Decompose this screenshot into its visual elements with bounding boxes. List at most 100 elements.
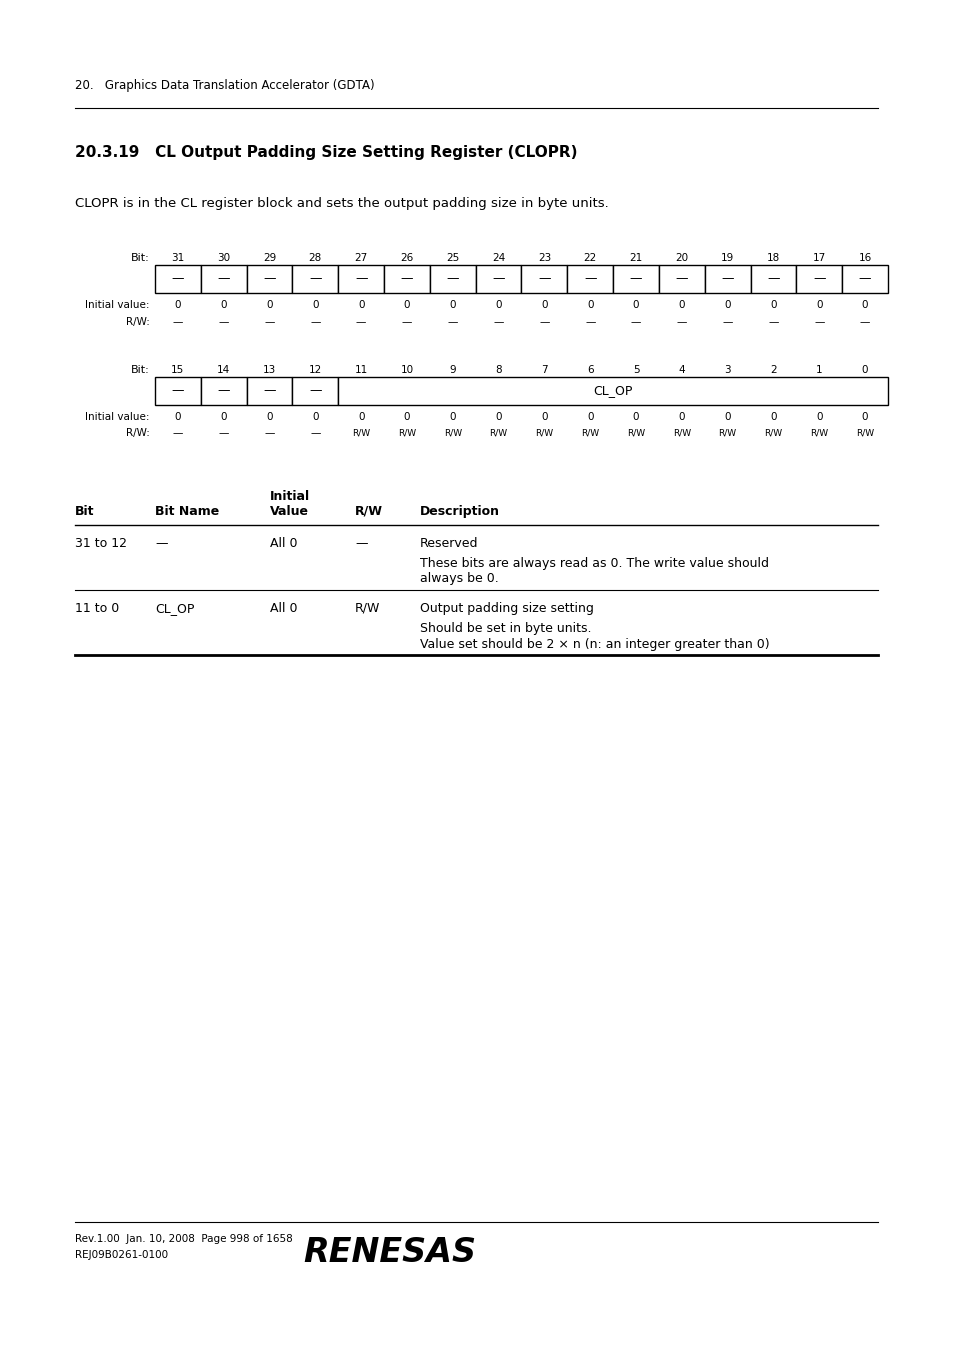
Text: R/W: R/W — [580, 428, 598, 437]
Text: —: — — [310, 428, 320, 437]
Text: —: — — [172, 273, 184, 285]
Text: 0: 0 — [723, 300, 730, 310]
Text: 20.3.19   CL Output Padding Size Setting Register (CLOPR): 20.3.19 CL Output Padding Size Setting R… — [75, 144, 577, 161]
Text: 0: 0 — [769, 300, 776, 310]
Text: Initial value:: Initial value: — [86, 300, 150, 310]
Text: 0: 0 — [403, 300, 410, 310]
Text: 0: 0 — [357, 300, 364, 310]
Text: Description: Description — [419, 505, 499, 518]
Text: All 0: All 0 — [270, 537, 297, 549]
Text: 0: 0 — [449, 412, 456, 423]
Text: —: — — [401, 317, 412, 327]
Text: 0: 0 — [174, 300, 181, 310]
Text: 0: 0 — [586, 412, 593, 423]
Text: 14: 14 — [217, 364, 230, 375]
Bar — [704, 265, 750, 293]
Text: 0: 0 — [266, 300, 273, 310]
Text: 18: 18 — [766, 252, 780, 263]
Text: 0: 0 — [449, 300, 456, 310]
Text: 22: 22 — [583, 252, 597, 263]
Text: 27: 27 — [355, 252, 368, 263]
Text: 9: 9 — [449, 364, 456, 375]
Text: 0: 0 — [861, 300, 867, 310]
Text: 0: 0 — [174, 412, 181, 423]
Text: —: — — [264, 428, 274, 437]
Text: —: — — [355, 317, 366, 327]
Bar — [154, 377, 200, 405]
Text: —: — — [492, 273, 504, 285]
Text: R/W: R/W — [672, 428, 690, 437]
Text: —: — — [264, 317, 274, 327]
Text: —: — — [447, 317, 457, 327]
Text: 31 to 12: 31 to 12 — [75, 537, 127, 549]
Text: 2: 2 — [769, 364, 776, 375]
Text: 0: 0 — [495, 412, 501, 423]
Text: 0: 0 — [220, 412, 227, 423]
Bar — [154, 265, 200, 293]
Text: R/W:: R/W: — [126, 428, 150, 437]
Text: —: — — [675, 273, 687, 285]
Text: —: — — [766, 273, 779, 285]
Text: 4: 4 — [678, 364, 684, 375]
Text: —: — — [400, 273, 413, 285]
Bar — [430, 265, 476, 293]
Bar — [247, 377, 293, 405]
Text: 0: 0 — [678, 300, 684, 310]
Text: These bits are always read as 0. The write value should: These bits are always read as 0. The wri… — [419, 558, 768, 570]
Text: CL_OP: CL_OP — [154, 602, 194, 616]
Text: —: — — [218, 428, 229, 437]
Text: —: — — [493, 317, 503, 327]
Bar — [476, 265, 521, 293]
Text: Value set should be 2 × n (n: an integer greater than 0): Value set should be 2 × n (n: an integer… — [419, 639, 769, 651]
Text: R/W: R/W — [626, 428, 644, 437]
Bar — [338, 265, 384, 293]
Text: —: — — [310, 317, 320, 327]
Text: 0: 0 — [723, 412, 730, 423]
Text: Output padding size setting: Output padding size setting — [419, 602, 594, 616]
Bar — [200, 265, 247, 293]
Bar — [659, 265, 704, 293]
Text: R/W: R/W — [718, 428, 736, 437]
Text: 16: 16 — [858, 252, 871, 263]
Bar — [613, 265, 659, 293]
Text: 5: 5 — [632, 364, 639, 375]
Text: Should be set in byte units.: Should be set in byte units. — [419, 622, 591, 634]
Text: 0: 0 — [312, 412, 318, 423]
Text: —: — — [629, 273, 641, 285]
Text: —: — — [309, 385, 321, 397]
Bar — [293, 265, 338, 293]
Text: —: — — [812, 273, 824, 285]
Text: —: — — [767, 317, 778, 327]
Bar — [521, 265, 567, 293]
Text: All 0: All 0 — [270, 602, 297, 616]
Text: —: — — [218, 317, 229, 327]
Text: 0: 0 — [632, 300, 639, 310]
Text: Bit: Bit — [75, 505, 94, 518]
Text: —: — — [538, 317, 549, 327]
Text: 8: 8 — [495, 364, 501, 375]
Text: 0: 0 — [266, 412, 273, 423]
Text: 0: 0 — [678, 412, 684, 423]
Text: 17: 17 — [812, 252, 825, 263]
Text: 3: 3 — [723, 364, 730, 375]
Text: —: — — [154, 537, 168, 549]
Text: 12: 12 — [309, 364, 321, 375]
Text: 0: 0 — [769, 412, 776, 423]
Text: 26: 26 — [400, 252, 414, 263]
Text: Reserved: Reserved — [419, 537, 478, 549]
Text: R/W: R/W — [489, 428, 507, 437]
Text: Bit Name: Bit Name — [154, 505, 219, 518]
Text: 0: 0 — [540, 300, 547, 310]
Text: R/W: R/W — [763, 428, 781, 437]
Text: —: — — [263, 385, 275, 397]
Bar — [750, 265, 796, 293]
Text: 0: 0 — [815, 412, 821, 423]
Text: 0: 0 — [220, 300, 227, 310]
Text: —: — — [630, 317, 640, 327]
Text: 28: 28 — [309, 252, 321, 263]
Bar — [841, 265, 887, 293]
Bar — [247, 265, 293, 293]
Text: —: — — [859, 317, 869, 327]
Text: Initial value:: Initial value: — [86, 412, 150, 423]
Text: 31: 31 — [172, 252, 184, 263]
